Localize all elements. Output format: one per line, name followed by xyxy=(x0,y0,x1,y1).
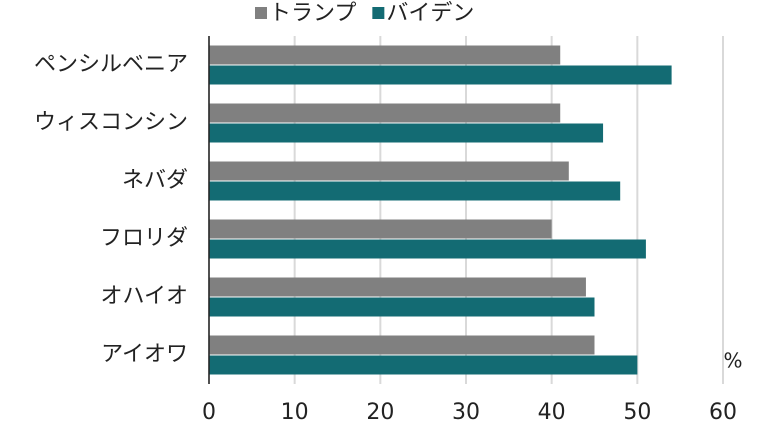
bar xyxy=(209,103,561,123)
x-tick-label: 30 xyxy=(452,400,480,425)
legend-swatch xyxy=(255,7,267,19)
x-tick-label: 40 xyxy=(538,400,566,425)
unit-label: % xyxy=(723,349,742,373)
x-tick-label: 60 xyxy=(709,400,737,425)
bar xyxy=(209,45,561,65)
y-tick-label: ネバダ xyxy=(122,168,188,193)
x-tick-label: 0 xyxy=(202,400,216,425)
x-tick-label: 10 xyxy=(281,400,309,425)
y-tick-label: ペンシルベニア xyxy=(34,52,188,77)
y-tick-label: オハイオ xyxy=(100,284,188,309)
bar xyxy=(209,65,672,85)
x-tick-label: 20 xyxy=(366,400,394,425)
bar xyxy=(209,123,604,143)
bar xyxy=(209,335,595,355)
bar xyxy=(209,277,586,297)
bar xyxy=(209,219,552,239)
bar xyxy=(209,239,646,259)
bar xyxy=(209,297,595,317)
legend-label: トランプ xyxy=(269,1,356,26)
bar xyxy=(209,355,638,375)
y-tick-label: アイオワ xyxy=(101,342,188,367)
y-tick-label: フロリダ xyxy=(100,226,188,251)
y-tick-label: ウィスコンシン xyxy=(34,110,188,135)
bar xyxy=(209,181,621,201)
legend-swatch xyxy=(372,7,385,19)
bar xyxy=(209,161,569,181)
legend-label: バイデン xyxy=(386,1,474,26)
x-tick-label: 50 xyxy=(623,400,651,425)
